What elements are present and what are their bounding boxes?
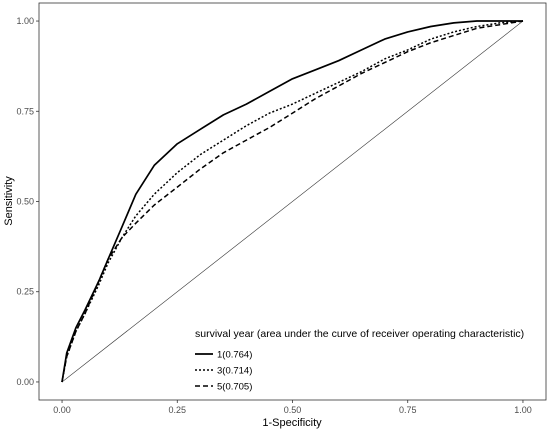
legend-item: 5(0.705): [195, 382, 252, 393]
y-tick-label: 1.00: [16, 16, 34, 26]
y-axis: 0.00 0.25 0.50 0.75 1.00: [16, 16, 39, 387]
legend-items: 1(0.764) 3(0.714) 5(0.705): [195, 350, 252, 393]
legend-label: 1(0.764): [217, 350, 252, 361]
x-tick-label: 0.00: [53, 405, 71, 415]
y-tick-label: 0.50: [16, 197, 34, 207]
series-layer: [61, 20, 524, 383]
x-tick-label: 0.75: [399, 405, 417, 415]
y-tick-label: 0.75: [16, 106, 34, 116]
reference-layer: [61, 20, 524, 383]
x-tick-label: 0.25: [169, 405, 187, 415]
series-line-3: [61, 20, 524, 383]
y-tick-label: 0.25: [16, 287, 34, 297]
x-axis-title: 1-Specificity: [262, 417, 322, 429]
legend-label: 5(0.705): [217, 382, 252, 393]
series-line-2: [61, 20, 524, 383]
legend-item: 3(0.714): [195, 366, 252, 377]
x-tick-label: 0.50: [284, 405, 302, 415]
x-tick-label: 1.00: [514, 405, 532, 415]
legend-title: survival year (area under the curve of r…: [195, 328, 524, 340]
legend-label: 3(0.714): [217, 366, 252, 377]
y-tick-label: 0.00: [16, 377, 34, 387]
x-axis: 0.00 0.25 0.50 0.75 1.00: [53, 400, 532, 415]
reference-diagonal-line: [61, 20, 524, 383]
y-axis-title: Sensitivity: [3, 176, 15, 226]
legend: survival year (area under the curve of r…: [195, 328, 524, 393]
legend-item: 1(0.764): [195, 350, 252, 361]
